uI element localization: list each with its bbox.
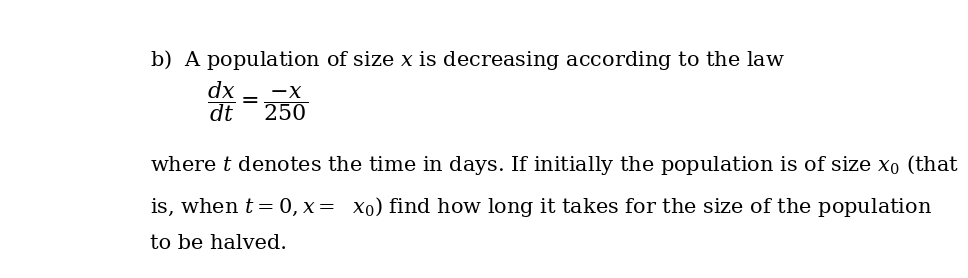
Text: b)  A population of size $x$ is decreasing according to the law: b) A population of size $x$ is decreasin… bbox=[149, 48, 784, 72]
Text: is, when $t = 0, x = \ \ x_0$) find how long it takes for the size of the popula: is, when $t = 0, x = \ \ x_0$) find how … bbox=[149, 195, 931, 219]
Text: to be halved.: to be halved. bbox=[149, 234, 287, 252]
Text: $\dfrac{dx}{dt} = \dfrac{-x}{250}$: $\dfrac{dx}{dt} = \dfrac{-x}{250}$ bbox=[207, 80, 309, 124]
Text: where $t$ denotes the time in days. If initially the population is of size $x_0$: where $t$ denotes the time in days. If i… bbox=[149, 153, 958, 177]
